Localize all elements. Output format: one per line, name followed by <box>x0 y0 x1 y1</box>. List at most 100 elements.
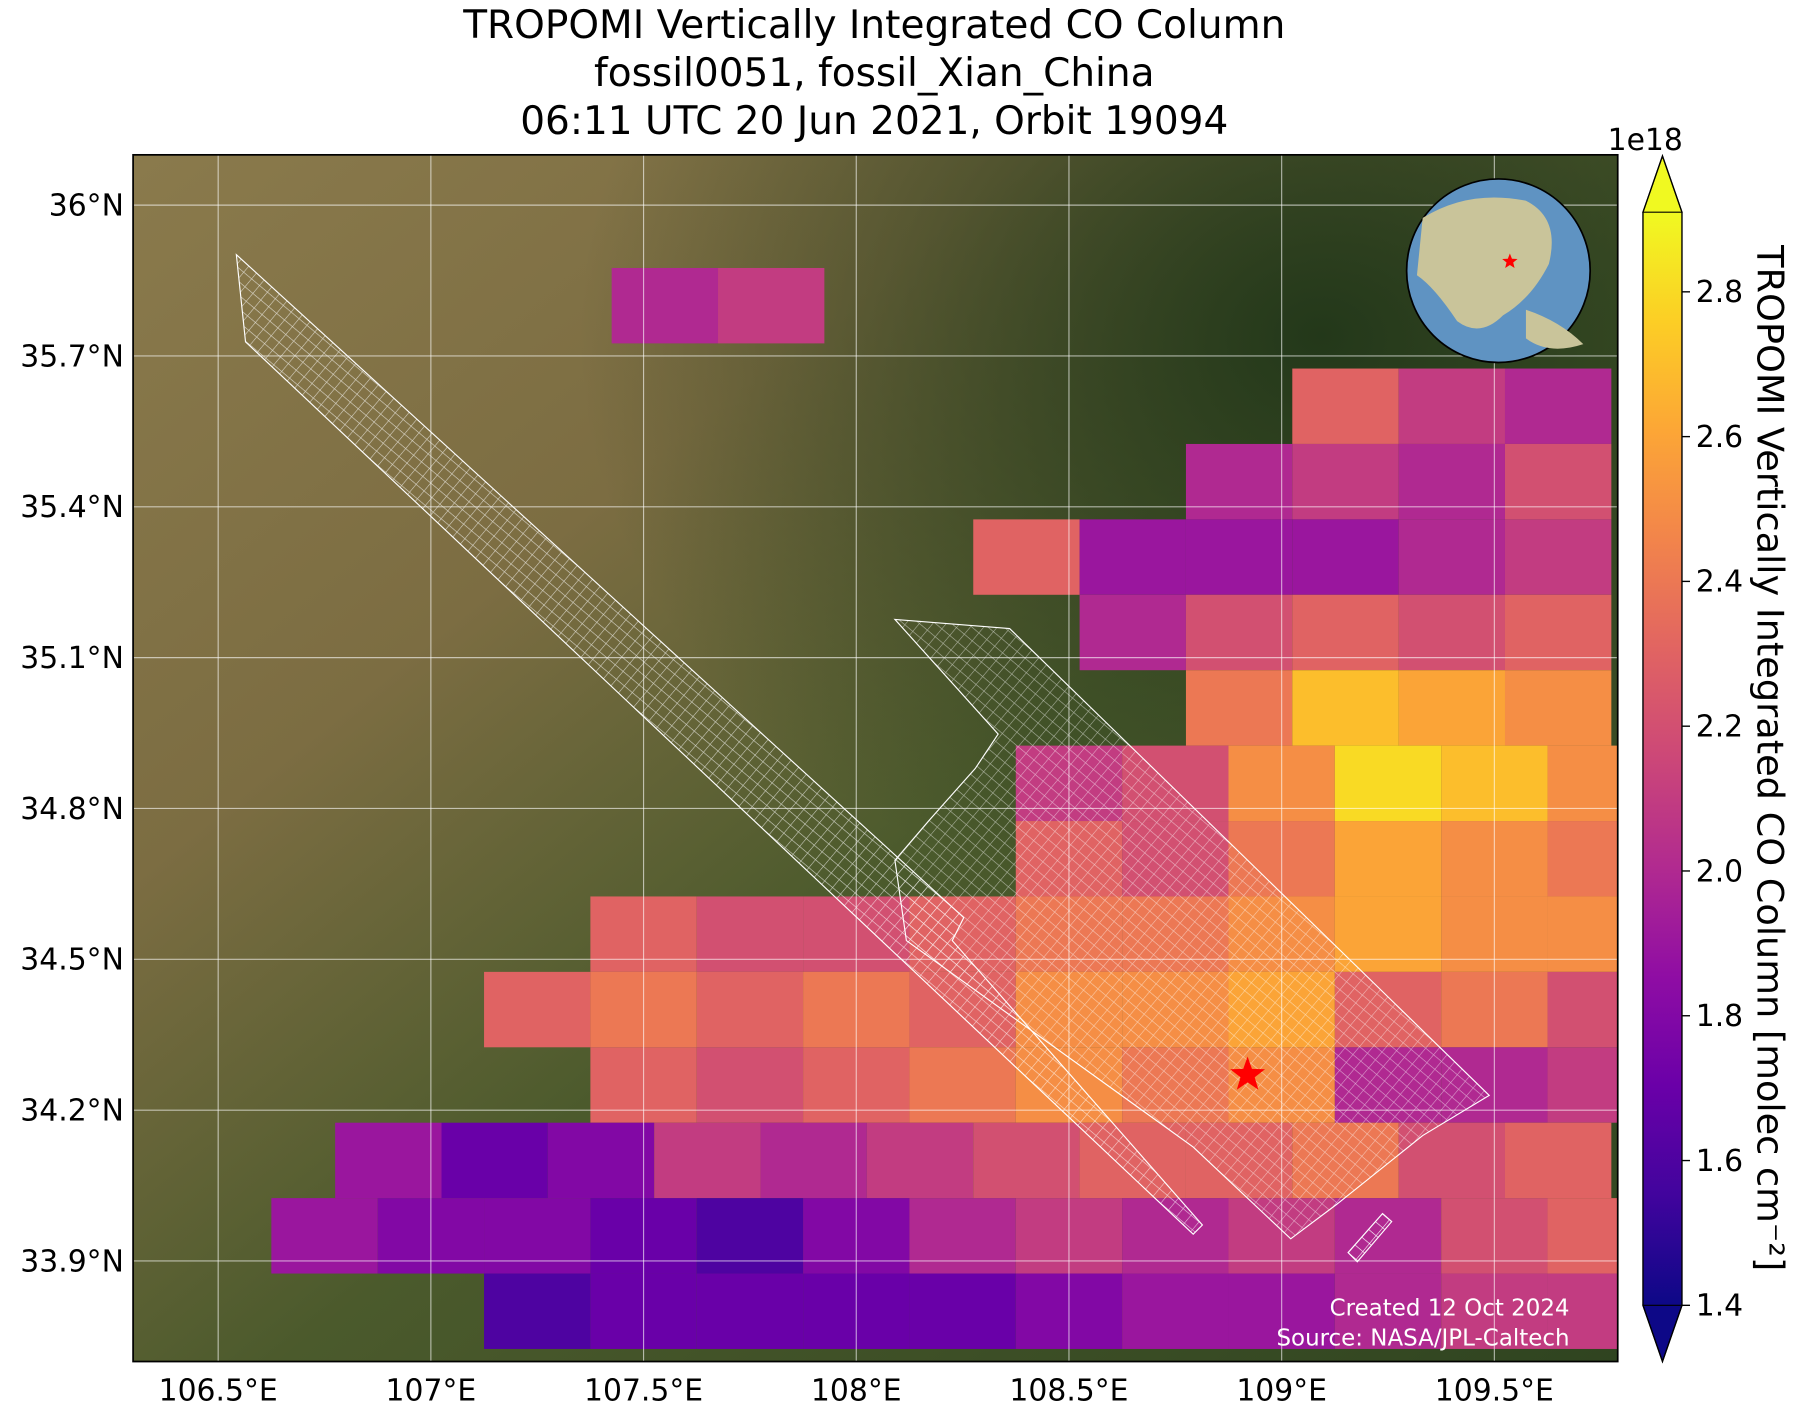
co-cell <box>1547 821 1618 897</box>
footprint-swath <box>893 618 1491 1240</box>
co-cell <box>696 1047 804 1123</box>
globe-land <box>1525 309 1584 349</box>
co-cell <box>1185 670 1293 746</box>
co-cell <box>1398 670 1505 746</box>
co-cell <box>1547 745 1618 822</box>
co-cell <box>1547 896 1618 972</box>
colorbar-tick-label: 2.2 <box>1696 710 1743 745</box>
chart-title: 06:11 UTC 20 Jun 2021, Orbit 19094 <box>520 99 1228 144</box>
y-tick-label: 34.8°N <box>20 792 124 827</box>
colorbar-frame <box>1642 153 1683 1364</box>
co-cell <box>1547 1273 1618 1349</box>
y-tick-label: 34.2°N <box>20 1093 124 1128</box>
chart-title: fossil0051, fossil_Xian_China <box>594 51 1154 96</box>
co-cell <box>696 1273 804 1349</box>
colorbar-tick-label: 2.6 <box>1696 420 1743 455</box>
y-tick-label: 35.7°N <box>20 339 124 374</box>
co-cell <box>335 1122 442 1199</box>
co-cell <box>1398 519 1505 595</box>
footprint-swath <box>1347 1212 1393 1263</box>
globe-land <box>1416 197 1552 329</box>
co-cell <box>1547 1198 1618 1274</box>
co-cell <box>1292 594 1399 671</box>
co-cell <box>1334 1273 1442 1349</box>
co-cell <box>1547 971 1618 1048</box>
co-cell <box>1079 519 1186 595</box>
co-cell <box>973 519 1080 595</box>
y-tick-label: 33.9°N <box>20 1244 124 1279</box>
co-cell <box>1504 368 1612 444</box>
co-cell <box>611 267 719 344</box>
co-cell <box>1079 594 1186 671</box>
co-cell <box>1185 519 1293 595</box>
co-cell <box>1504 670 1612 746</box>
colorbar-tick-label: 2.8 <box>1696 275 1743 310</box>
co-cell <box>1504 1122 1612 1199</box>
colorbar-tick-label: 1.8 <box>1696 999 1743 1034</box>
x-tick-label: 108°E <box>811 1374 902 1409</box>
map-area <box>133 154 1618 1362</box>
colorbar-label: TROPOMI Vertically Integrated CO Column … <box>1749 244 1792 1271</box>
co-cell <box>909 1047 1016 1123</box>
colorbar-tick-label: 1.4 <box>1696 1289 1743 1324</box>
y-tick-label: 34.5°N <box>20 943 124 978</box>
colorbar-ramp <box>1642 212 1682 1306</box>
colorbar-extend-low <box>1642 1304 1683 1364</box>
co-cell <box>1547 1047 1618 1123</box>
colorbar-tick-label: 1.6 <box>1696 1144 1743 1179</box>
co-cell <box>1398 368 1505 444</box>
co-cell <box>866 1122 974 1199</box>
co-cell <box>1334 745 1442 822</box>
co-cell <box>1292 670 1399 746</box>
co-cell <box>547 1122 655 1199</box>
co-cell <box>909 1273 1016 1349</box>
co-cell <box>1185 594 1293 671</box>
x-tick-label: 107°E <box>386 1374 477 1409</box>
map-frame <box>132 153 1619 1363</box>
globe-site-marker <box>1502 253 1518 269</box>
co-cell <box>1398 443 1505 520</box>
co-cell <box>909 1198 1016 1274</box>
co-cell <box>718 267 825 344</box>
y-tick-label: 35.4°N <box>20 490 124 525</box>
co-cell <box>1504 594 1612 671</box>
x-tick-label: 107.5°E <box>584 1374 703 1409</box>
co-cell <box>484 1273 591 1349</box>
co-cell <box>484 1198 591 1274</box>
co-cell <box>1185 443 1293 520</box>
co-cell <box>441 1122 548 1199</box>
co-cell <box>271 1198 378 1274</box>
co-cell <box>654 1122 761 1199</box>
co-cell <box>1504 443 1612 520</box>
co-cell <box>1292 368 1399 444</box>
colorbar-offset: 1e18 <box>1608 123 1683 158</box>
co-cell <box>1334 821 1442 897</box>
chart-title: TROPOMI Vertically Integrated CO Column <box>462 3 1285 48</box>
site-marker <box>1230 1056 1266 1090</box>
co-cell <box>1292 443 1399 520</box>
annotation: Source: NASA/JPL-Caltech <box>1276 1325 1569 1351</box>
co-cell <box>1504 519 1612 595</box>
co-cell <box>973 1122 1080 1199</box>
co-cell <box>484 971 591 1048</box>
co-cell <box>696 971 804 1048</box>
x-tick-label: 108.5°E <box>1009 1374 1128 1409</box>
co-cell <box>1334 1198 1442 1274</box>
annotation: Created 12 Oct 2024 <box>1330 1296 1570 1322</box>
co-cell <box>696 896 804 972</box>
colorbar-tick-label: 2.4 <box>1696 565 1743 600</box>
y-tick-label: 35.1°N <box>20 641 124 676</box>
co-cell <box>1398 594 1505 671</box>
co-cell <box>696 1198 804 1274</box>
colorbar-tick-label: 2.0 <box>1696 854 1743 889</box>
co-cell <box>1122 1273 1229 1349</box>
x-tick-label: 109.5°E <box>1435 1374 1554 1409</box>
co-cell <box>1292 519 1399 595</box>
x-tick-label: 109°E <box>1236 1374 1327 1409</box>
inset-globe <box>1405 178 1592 364</box>
co-cell <box>760 1122 867 1199</box>
y-tick-label: 36°N <box>49 188 124 223</box>
x-tick-label: 106.5°E <box>159 1374 278 1409</box>
colorbar-extend-high <box>1642 154 1683 213</box>
